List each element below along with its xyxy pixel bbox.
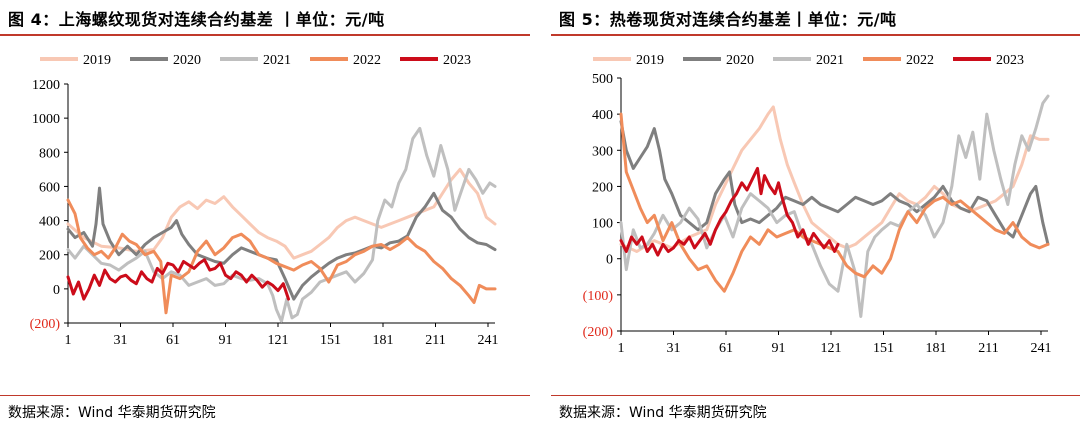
- x-tick-label: 61: [166, 333, 180, 348]
- y-tick-label: 300: [592, 144, 613, 159]
- series-line-2020: [619, 119, 1050, 246]
- legend-label: 2022: [353, 53, 381, 68]
- y-tick-label: 100: [592, 217, 613, 232]
- legend-label: 2019: [636, 53, 664, 68]
- y-tick-label: (100): [583, 289, 614, 304]
- title-divider: [0, 34, 530, 36]
- series-line-2019: [619, 105, 1050, 253]
- source-note: 数据来源：Wind 华泰期货研究院: [8, 405, 216, 421]
- series-line-2022: [66, 198, 497, 315]
- chart-title: 图 4：上海螺纹现货对连续合约基差 丨单位：元/吨: [8, 10, 385, 29]
- series-lines: [66, 126, 497, 323]
- x-tick-label: 181: [373, 333, 394, 348]
- chart-title: 图 5：热卷现货对连续合约基差丨单位：元/吨: [559, 10, 897, 29]
- legend-label: 2023: [996, 53, 1024, 68]
- legend-item-2021: 2021: [220, 53, 291, 68]
- legend-item-2023: 2023: [400, 53, 471, 68]
- legend-item-2023: 2023: [953, 53, 1024, 68]
- x-tick-label: 211: [425, 333, 445, 348]
- y-tick-label: 500: [592, 72, 613, 87]
- legend-item-2022: 2022: [863, 53, 934, 68]
- title-divider: [551, 34, 1080, 36]
- legend-item-2022: 2022: [310, 53, 381, 68]
- y-tick-label: (200): [30, 317, 61, 332]
- legend-item-2021: 2021: [773, 53, 844, 68]
- chart-panel-rebar: 图 4：上海螺纹现货对连续合约基差 丨单位：元/吨 2019 2020 2021 20…: [0, 0, 530, 426]
- x-tick-label: 31: [114, 333, 128, 348]
- rebar-basis-chart: 2019 2020 2021 2022 2023 1200 1000 800 600 400 200…: [30, 53, 499, 348]
- y-tick-label: 600: [39, 180, 60, 195]
- chart-panel-hrc: 图 5：热卷现货对连续合约基差丨单位：元/吨 2019 2020 2021 2022 2…: [551, 0, 1080, 426]
- y-tick-label: 200: [592, 180, 613, 195]
- hrc-basis-chart: 2019 2020 2021 2022 2023 500 400 300 200 100 0 (100…: [583, 53, 1052, 356]
- x-tick-label: 121: [268, 333, 289, 348]
- legend-label: 2021: [263, 53, 291, 68]
- y-tick-label: 0: [53, 283, 60, 298]
- y-tick-label: (200): [583, 325, 614, 340]
- x-tick-label: 151: [873, 341, 894, 356]
- y-tick-label: 1000: [32, 112, 60, 127]
- y-tick-label: 400: [592, 108, 613, 123]
- x-tick-label: 31: [667, 341, 681, 356]
- legend-item-2019: 2019: [593, 53, 664, 68]
- series-line-2022: [619, 112, 1050, 293]
- x-tick-label: 151: [320, 333, 341, 348]
- legend-label: 2020: [173, 53, 201, 68]
- y-tick-label: 1200: [32, 78, 60, 93]
- series-line-2023: [66, 258, 290, 301]
- source-divider: [551, 395, 1080, 396]
- y-tick-label: 200: [39, 249, 60, 264]
- series-lines: [619, 94, 1050, 318]
- x-tick-label: 91: [772, 341, 786, 356]
- legend: 2019 2020 2021 2022 2023: [593, 53, 1024, 68]
- x-tick-label: 121: [821, 341, 842, 356]
- legend-label: 2023: [443, 53, 471, 68]
- legend-item-2020: 2020: [683, 53, 754, 68]
- x-tick-label: 1: [618, 341, 625, 356]
- source-divider: [0, 395, 530, 396]
- series-line-2021: [66, 126, 497, 323]
- legend-label: 2022: [906, 53, 934, 68]
- x-tick-label: 91: [219, 333, 233, 348]
- x-tick-label: 241: [478, 333, 499, 348]
- series-line-2019: [66, 167, 497, 260]
- legend: 2019 2020 2021 2022 2023: [40, 53, 471, 68]
- legend-label: 2020: [726, 53, 754, 68]
- legend-label: 2019: [83, 53, 111, 68]
- series-line-2021: [619, 94, 1050, 318]
- x-tick-label: 241: [1031, 341, 1052, 356]
- series-line-2023: [619, 166, 840, 257]
- source-note: 数据来源：Wind 华泰期货研究院: [559, 405, 767, 421]
- y-tick-label: 800: [39, 146, 60, 161]
- y-tick-label: 400: [39, 215, 60, 230]
- x-tick-label: 181: [926, 341, 947, 356]
- legend-item-2019: 2019: [40, 53, 111, 68]
- x-tick-label: 211: [978, 341, 998, 356]
- legend-label: 2021: [816, 53, 844, 68]
- x-tick-label: 1: [65, 333, 72, 348]
- legend-item-2020: 2020: [130, 53, 201, 68]
- y-tick-label: 0: [606, 253, 613, 268]
- x-tick-label: 61: [719, 341, 733, 356]
